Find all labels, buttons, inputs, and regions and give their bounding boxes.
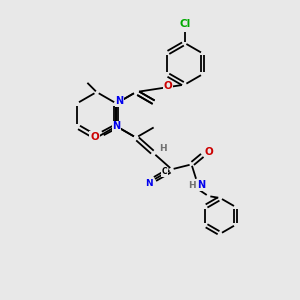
- Text: N: N: [197, 180, 206, 190]
- Text: C: C: [161, 167, 167, 176]
- Text: O: O: [164, 81, 173, 91]
- Text: O: O: [90, 132, 99, 142]
- Text: N: N: [115, 97, 123, 106]
- Text: O: O: [205, 148, 214, 158]
- Text: H: H: [159, 144, 166, 153]
- Text: Cl: Cl: [179, 19, 190, 29]
- Text: N: N: [145, 179, 153, 188]
- Text: N: N: [112, 121, 120, 131]
- Text: H: H: [188, 181, 195, 190]
